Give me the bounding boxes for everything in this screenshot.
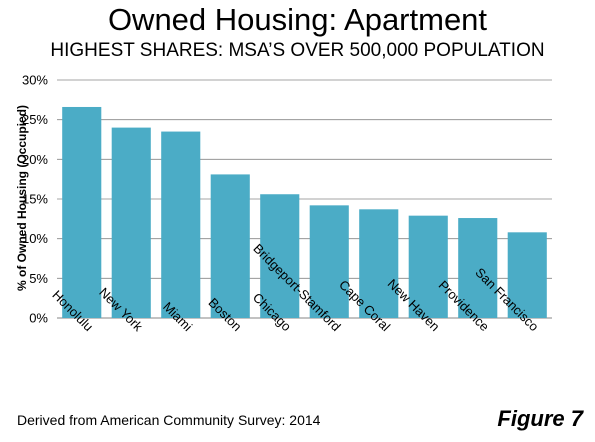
bar [408,215,448,318]
bar [507,232,547,318]
bar [309,205,349,318]
y-tick-label: 10% [22,231,48,246]
bar [458,218,498,318]
y-tick-label: 5% [29,271,48,286]
y-tick-label: 15% [22,192,48,207]
y-axis-label: % of Owned Housing (Occupied) [15,105,29,291]
bar [210,174,250,318]
bar [260,194,300,318]
bar [359,209,399,318]
y-axis-ticks: 0% 5% 10% 15% 20% 25% 30% [22,73,48,326]
bar [62,106,102,319]
figure-label: Figure 7 [497,406,583,431]
y-tick-label: 20% [22,152,48,167]
bars [62,106,547,319]
y-tick-label: 25% [22,112,48,127]
bar [111,127,151,318]
y-tick-label: 30% [22,73,48,88]
bar [161,131,201,318]
chart-subtitle: HIGHEST SHARES: MSA’S OVER 500,000 POPUL… [50,40,545,61]
y-tick-label: 0% [29,311,48,326]
chart-title: Owned Housing: Apartment [107,2,488,37]
source-note: Derived from American Community Survey: … [17,412,321,428]
